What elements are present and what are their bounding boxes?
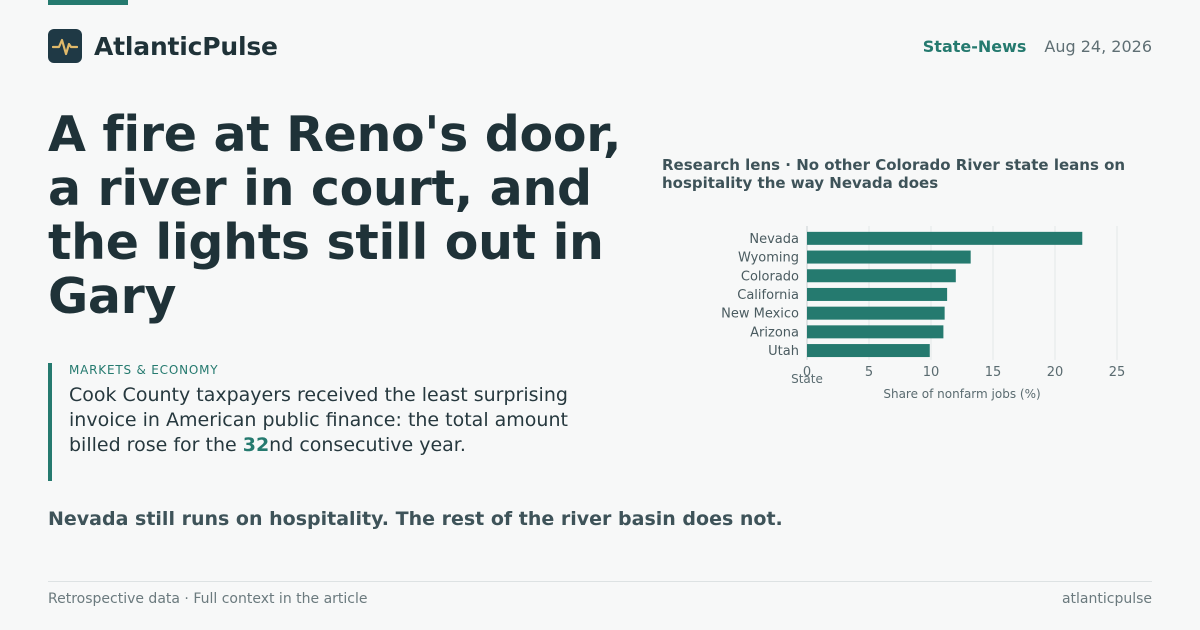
kicker: MARKETS & ECONOMY [69,363,219,377]
footer-divider [48,581,1152,582]
x-tick-label: 15 [985,365,1002,380]
category-label: Utah [768,344,799,359]
bar-arizona[interactable] [807,325,944,339]
deck-text: Cook County taxpayers received the least… [69,383,618,458]
chart-x-ticks: 0 5 10 15 20 25 [803,365,1125,380]
x-tick-label: 25 [1109,365,1126,380]
section-link[interactable]: State-News [922,37,1027,56]
deck-highlight-number: 32 [242,434,270,456]
brand-name: AtlanticPulse [94,31,278,61]
brand[interactable]: AtlanticPulse [48,29,278,63]
x-tick-label: 10 [923,365,940,380]
category-label: New Mexico [721,307,799,322]
category-label: Nevada [749,232,799,247]
top-accent-bar [48,0,128,5]
bar-utah[interactable] [807,344,930,358]
bar-california[interactable] [807,287,948,301]
deck-text-after: nd consecutive year. [269,434,466,456]
deck-text-before: Cook County taxpayers received the least… [69,384,568,456]
chart-category-labels: Nevada Wyoming Colorado California New Mexic… [721,232,799,359]
publish-date: Aug 24, 2026 [1044,37,1152,56]
category-label: Wyoming [738,251,799,266]
headline[interactable]: A fire at Reno's door, a river in court,… [48,106,622,325]
bar-chart: Nevada Wyoming Colorado California New Mexic… [721,226,1125,401]
bar-new-mexico[interactable] [807,306,945,320]
footer-brand[interactable]: atlanticpulse [1061,591,1152,607]
category-label: California [737,288,799,303]
footer-note: Retrospective data · Full context in the… [48,591,368,607]
chart-bars [807,231,1083,358]
bar-nevada[interactable] [807,231,1083,245]
chart-title: Research lens · No other Colorado River … [662,156,1126,192]
bar-colorado[interactable] [807,269,956,283]
deck-block: MARKETS & ECONOMY Cook County taxpayers … [48,363,618,481]
x-tick-label: 5 [865,365,873,380]
pulse-logo-icon [48,29,82,63]
x-axis-title: Share of nonfarm jobs (%) [883,387,1040,401]
bar-wyoming[interactable] [807,250,971,264]
y-axis-title: State [791,372,823,386]
x-tick-label: 20 [1047,365,1064,380]
tagline: Nevada still runs on hospitality. The re… [48,508,783,530]
header-meta: State-News Aug 24, 2026 [923,37,1152,56]
category-label: Arizona [750,325,799,340]
x-tick-label: 0 [803,365,811,380]
category-label: Colorado [741,269,799,284]
